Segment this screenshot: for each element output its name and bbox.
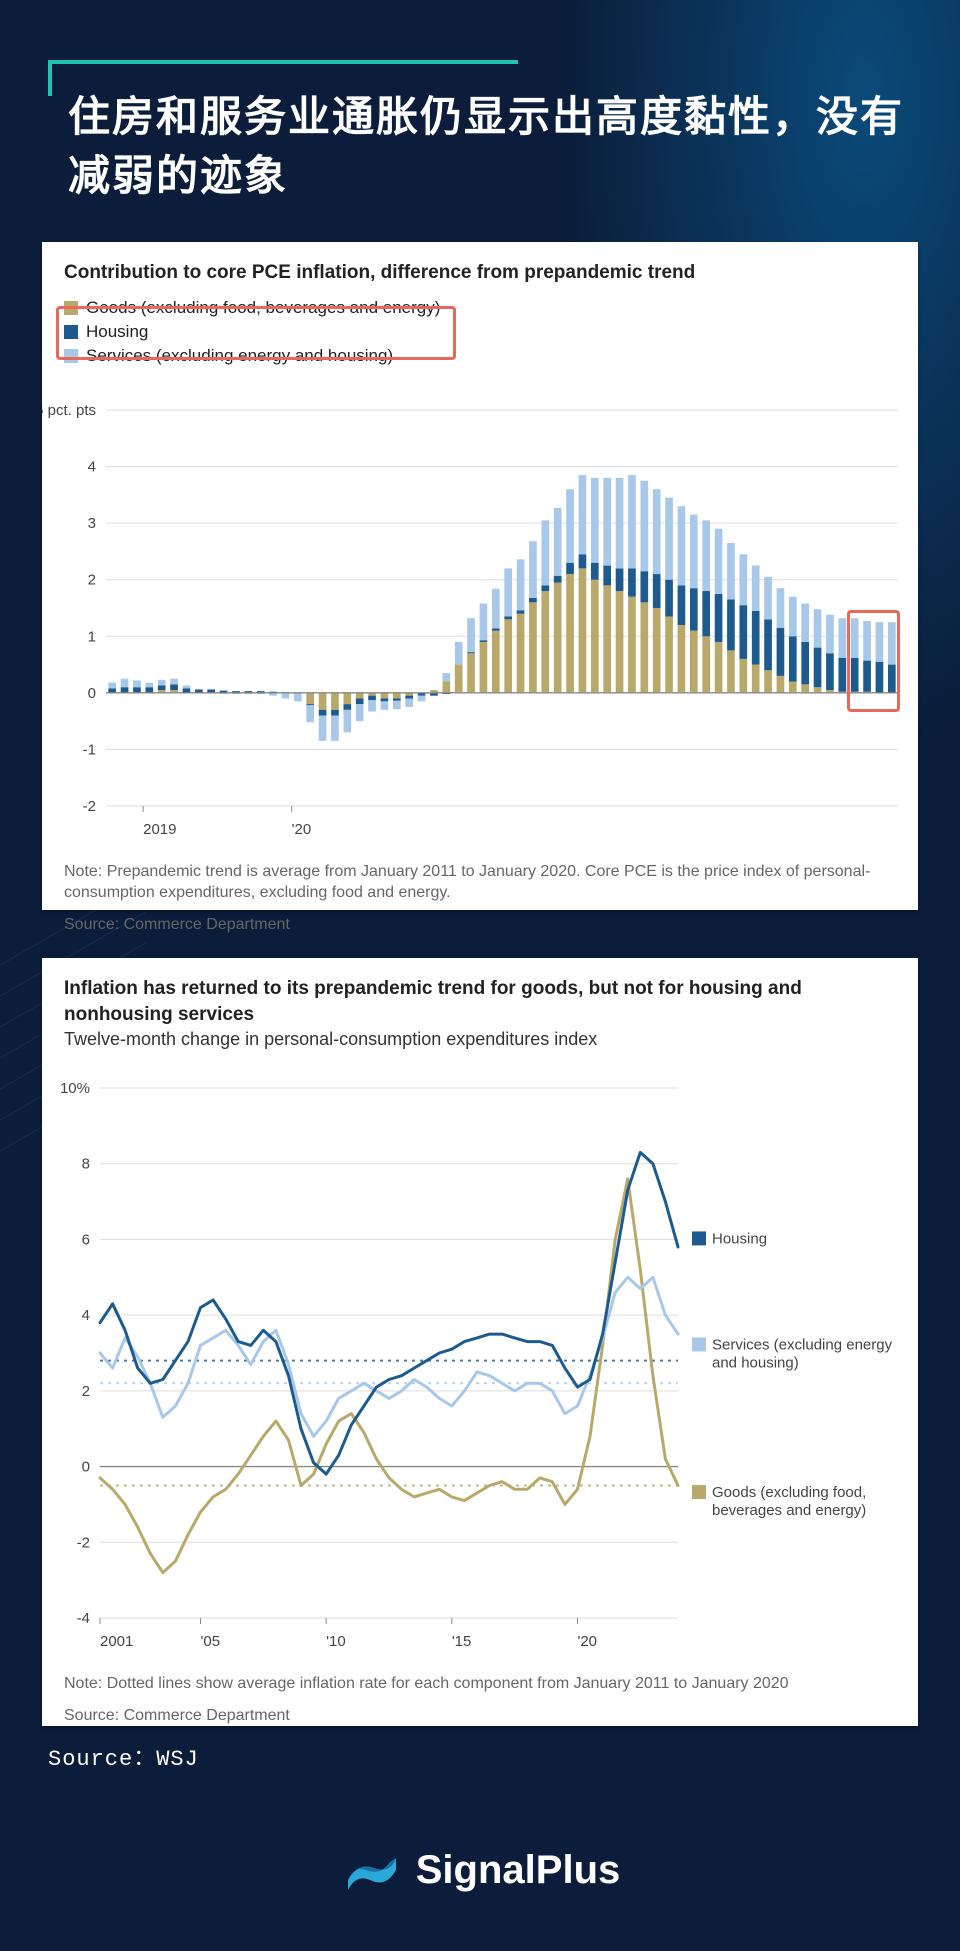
svg-text:'10: '10 bbox=[326, 1633, 346, 1650]
chart2-subtitle: Twelve-month change in personal-consumpt… bbox=[64, 1029, 896, 1050]
svg-text:2001: 2001 bbox=[100, 1633, 133, 1650]
svg-text:4: 4 bbox=[88, 458, 96, 475]
svg-text:-4: -4 bbox=[77, 1610, 90, 1627]
svg-text:'15: '15 bbox=[452, 1633, 472, 1650]
chart1-svg: -2 -1 0 1 2 3 4 5 pct. pts 2019 '20 bbox=[42, 386, 918, 846]
chart1-source: Source: Commerce Department bbox=[64, 914, 896, 936]
header-accent-left bbox=[48, 60, 52, 96]
chart1-title: Contribution to core PCE inflation, diff… bbox=[64, 260, 896, 286]
brand-logo-icon bbox=[340, 1844, 402, 1896]
svg-text:2: 2 bbox=[88, 571, 96, 588]
svg-text:Services (excluding energyand: Services (excluding energyand housing) bbox=[712, 1337, 893, 1372]
svg-text:10%: 10% bbox=[60, 1080, 90, 1097]
svg-text:2019: 2019 bbox=[143, 821, 176, 838]
svg-text:0: 0 bbox=[82, 1459, 90, 1476]
svg-text:8: 8 bbox=[82, 1156, 90, 1173]
svg-text:'20: '20 bbox=[292, 821, 312, 838]
chart2-source: Source: Commerce Department bbox=[64, 1705, 896, 1727]
svg-text:-2: -2 bbox=[77, 1535, 90, 1552]
highlight-last-bars-box bbox=[847, 610, 901, 713]
highlight-legend-box bbox=[56, 306, 456, 360]
svg-text:'20: '20 bbox=[577, 1633, 597, 1650]
svg-text:1: 1 bbox=[88, 628, 96, 645]
header-accent-rule bbox=[48, 60, 518, 64]
page-title: 住房和服务业通胀仍显示出高度黏性，没有减弱的迹象 bbox=[68, 88, 910, 206]
svg-text:6: 6 bbox=[82, 1232, 90, 1249]
svg-text:5 pct. pts: 5 pct. pts bbox=[42, 402, 96, 419]
svg-text:-1: -1 bbox=[83, 741, 96, 758]
chart-card-pce-12mo: Inflation has returned to its prepandemi… bbox=[42, 958, 918, 1726]
svg-text:2: 2 bbox=[82, 1383, 90, 1400]
svg-text:-2: -2 bbox=[83, 798, 96, 815]
svg-text:0: 0 bbox=[88, 684, 96, 701]
svg-text:'05: '05 bbox=[201, 1633, 221, 1650]
chart2-svg: -4 -2 0 2 4 6 8 10% 2001 '05 '10 '15 '20 Housing Servi… bbox=[42, 1068, 918, 1658]
svg-text:4: 4 bbox=[82, 1307, 90, 1324]
chart1-note: Note: Prepandemic trend is average from … bbox=[64, 861, 896, 904]
chart2-note: Note: Dotted lines show average inflatio… bbox=[64, 1673, 896, 1695]
svg-text:Goods (excluding food,beverage: Goods (excluding food,beverages and ener… bbox=[712, 1484, 866, 1519]
svg-text:Housing: Housing bbox=[712, 1231, 767, 1248]
chart2-title: Inflation has returned to its prepandemi… bbox=[64, 976, 896, 1027]
brand-footer: SignalPlus bbox=[0, 1844, 960, 1896]
brand-name: SignalPlus bbox=[416, 1848, 621, 1893]
chart-card-pce-contribution: Contribution to core PCE inflation, diff… bbox=[42, 242, 918, 910]
svg-text:3: 3 bbox=[88, 515, 96, 532]
outer-source: Source：WSJ bbox=[48, 1740, 199, 1772]
